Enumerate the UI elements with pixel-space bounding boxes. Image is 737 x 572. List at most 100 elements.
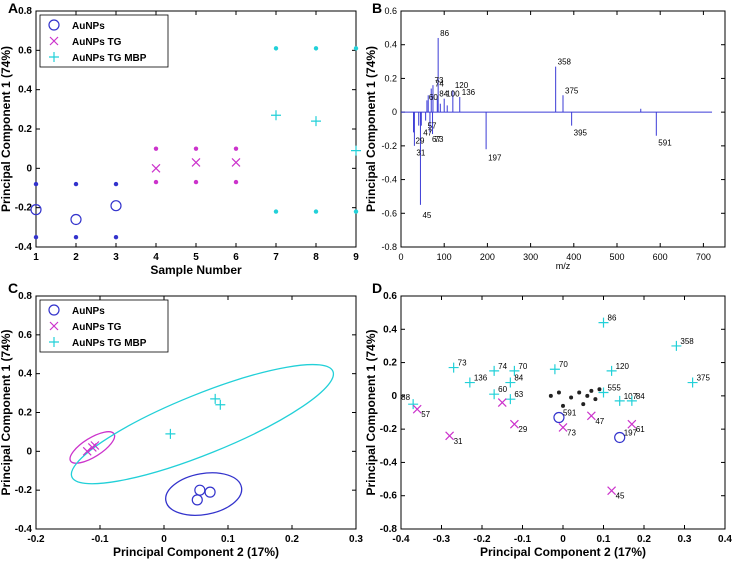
error-bound-point bbox=[353, 209, 359, 214]
data-point bbox=[448, 362, 459, 373]
marker-x bbox=[627, 419, 637, 429]
data-point bbox=[597, 387, 602, 392]
error-bound-point bbox=[73, 181, 79, 187]
data-point bbox=[445, 431, 455, 441]
marker-dot bbox=[548, 393, 553, 398]
x-tick-label: 100 bbox=[437, 252, 452, 262]
marker-plus bbox=[448, 362, 459, 373]
marker-plus bbox=[549, 364, 560, 375]
legend-box bbox=[39, 299, 169, 353]
peak-annotation: 591 bbox=[658, 138, 672, 147]
y-tick-label: 0 bbox=[26, 163, 32, 174]
point-annotation: 136 bbox=[474, 374, 488, 383]
marker-plus bbox=[606, 365, 617, 376]
data-point bbox=[687, 377, 698, 388]
legend-label: AuNPs TG bbox=[72, 37, 122, 48]
point-annotation: 45 bbox=[616, 492, 625, 501]
data-point bbox=[194, 484, 206, 496]
data-point bbox=[90, 441, 100, 450]
x-axis-label: Sample Number bbox=[150, 263, 242, 277]
data-point bbox=[627, 419, 637, 429]
error-bound-point bbox=[233, 179, 239, 185]
data-point bbox=[505, 394, 516, 405]
panel-b: B0 100 200 300 400 500 600 700-0.8-0.6-0.4-0.20… bbox=[364, 0, 726, 271]
x-axis-label: Principal Component 2 (17%) bbox=[480, 545, 646, 559]
x-tick-label: 9 bbox=[353, 252, 359, 263]
x-tick-label: 0 bbox=[161, 534, 167, 545]
y-ticks: -0.4 -0.2 0 0.2 0.4 0.6 0.8 bbox=[15, 291, 356, 535]
marker-circle bbox=[30, 204, 42, 216]
data-point bbox=[577, 390, 582, 395]
point-annotation: 84 bbox=[514, 374, 523, 383]
data-point bbox=[165, 428, 176, 439]
data-point bbox=[191, 494, 203, 506]
marker-dot bbox=[273, 46, 279, 51]
marker-dot bbox=[556, 390, 561, 395]
y-tick-label: -0.2 bbox=[15, 485, 33, 496]
peak-annotation: 74 bbox=[435, 80, 444, 89]
legend-marker bbox=[49, 321, 59, 331]
panel-d: D-0.4 -0.3 -0.2 -0.1 0 0.1 0.2 0.3 0.4-0.8-0.6-0… bbox=[364, 280, 732, 559]
legend-label: AuNPs bbox=[72, 21, 105, 32]
data-point bbox=[70, 213, 82, 226]
point-annotation: 358 bbox=[680, 337, 694, 346]
peak-annotation: 395 bbox=[574, 128, 588, 137]
data-point bbox=[204, 486, 216, 498]
marker-circle bbox=[48, 304, 60, 316]
data-point bbox=[191, 158, 201, 167]
x-tick-label: -0.1 bbox=[514, 534, 532, 545]
marker-x bbox=[90, 441, 100, 450]
x-tick-label: 0.2 bbox=[285, 534, 299, 545]
point-annotation: 47 bbox=[595, 417, 604, 426]
y-tick-label: 0 bbox=[26, 446, 32, 457]
marker-plus bbox=[351, 145, 361, 156]
x-axis-label: Principal Component 2 (17%) bbox=[113, 545, 279, 559]
y-tick-label: 0.2 bbox=[384, 73, 397, 83]
marker-dot bbox=[73, 181, 79, 187]
marker-dot bbox=[153, 179, 159, 185]
x-tick-label: 0.4 bbox=[718, 534, 732, 545]
point-annotation: 86 bbox=[608, 314, 617, 323]
x-axis-label: m/z bbox=[556, 261, 571, 271]
marker-dot bbox=[113, 234, 119, 240]
marker-plus bbox=[271, 110, 281, 121]
data-point bbox=[626, 395, 637, 406]
axes-frame bbox=[400, 10, 726, 248]
marker-plus bbox=[165, 428, 176, 439]
y-ticks: -0.8 -0.6 -0.4 -0.2 0 0.2 0.4 0.6 bbox=[381, 6, 725, 252]
point-annotation: 555 bbox=[608, 384, 622, 393]
data-point bbox=[351, 145, 361, 156]
x-ticks: 0 100 200 300 400 500 600 700 bbox=[398, 11, 711, 262]
error-bound-point bbox=[113, 234, 119, 240]
data-point bbox=[607, 486, 617, 496]
peak-annotation: 47 bbox=[423, 128, 432, 137]
panel-label: A bbox=[8, 0, 18, 16]
marker-x bbox=[586, 411, 596, 421]
x-ticks: 1 2 3 4 5 6 7 8 9 bbox=[33, 11, 359, 263]
legend: AuNPs AuNPs TG AuNPs TG MBP bbox=[39, 299, 169, 353]
marker-dot bbox=[233, 179, 239, 185]
marker-x bbox=[497, 398, 507, 407]
marker-dot bbox=[113, 181, 119, 187]
legend-label: AuNPs bbox=[72, 306, 105, 317]
panel-c: C-0.2 -0.1 0 0.1 0.2 0.3-0.4-0.200.20.40.60.8… bbox=[0, 280, 363, 559]
y-tick-label: 0.8 bbox=[18, 291, 32, 302]
data-point bbox=[598, 387, 609, 398]
point-annotation: 375 bbox=[697, 374, 711, 383]
marker-x bbox=[509, 419, 519, 429]
panel-label: D bbox=[372, 280, 382, 296]
marker-circle bbox=[48, 19, 60, 31]
y-tick-label: -0.4 bbox=[15, 524, 33, 535]
error-bound-point bbox=[33, 181, 39, 187]
marker-plus bbox=[598, 317, 609, 328]
y-tick-label: 0.6 bbox=[18, 330, 32, 341]
peak-annotation: 29 bbox=[416, 137, 425, 146]
marker-dot bbox=[193, 179, 199, 185]
data-point bbox=[598, 317, 609, 328]
marker-plus bbox=[598, 387, 609, 398]
x-tick-label: 400 bbox=[566, 252, 581, 262]
x-tick-label: 700 bbox=[696, 252, 711, 262]
data-point bbox=[589, 388, 594, 393]
data-point bbox=[614, 431, 626, 444]
